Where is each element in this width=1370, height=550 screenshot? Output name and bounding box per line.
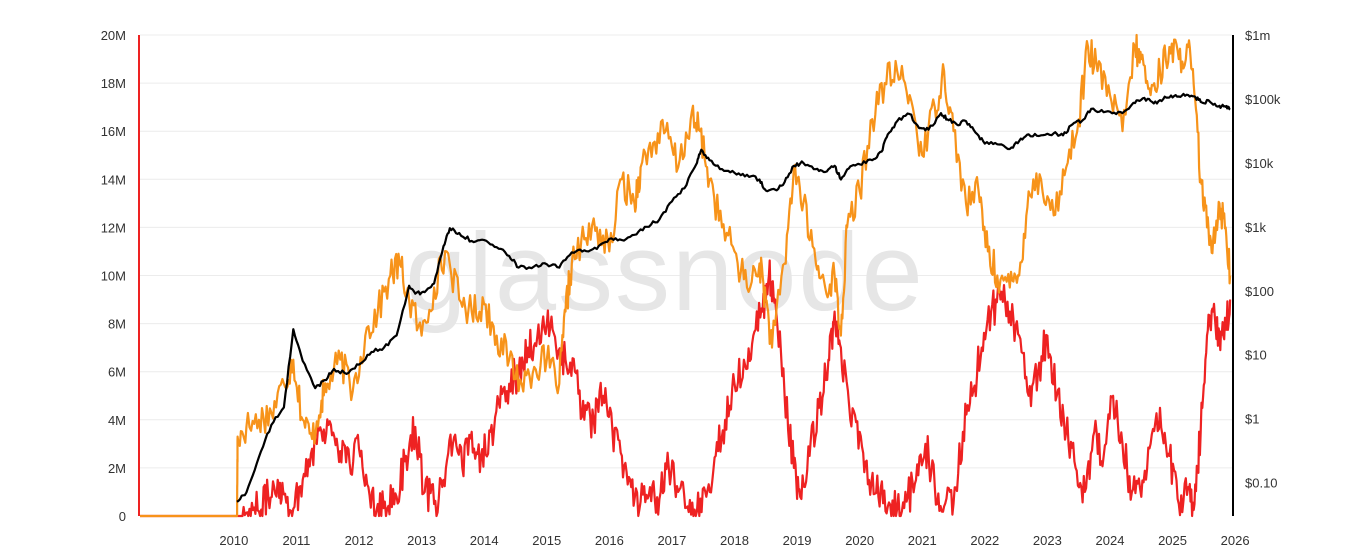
- x-tick-label: 2022: [970, 533, 999, 548]
- watermark: glassnode: [405, 211, 925, 334]
- black-series-line: [236, 92, 1231, 503]
- x-tick-label: 2016: [595, 533, 624, 548]
- gridlines: [140, 34, 1232, 469]
- x-tick-label: 2024: [1096, 533, 1125, 548]
- red-series-line: [140, 259, 1232, 518]
- x-axis-ticks: 2010 2011 2012 2013 2014 2015 2016 2017 2018 2019…: [219, 533, 1249, 548]
- right-tick-label: $1m: [1245, 28, 1270, 43]
- x-tick-label: 2014: [470, 533, 499, 548]
- x-tick-label: 2017: [657, 533, 686, 548]
- left-tick-label: 2M: [108, 461, 126, 476]
- left-tick-label: 4M: [108, 413, 126, 428]
- right-tick-label: $100: [1245, 284, 1274, 299]
- x-tick-label: 2021: [908, 533, 937, 548]
- left-axis-ticks: 0 2M 4M 6M 8M 10M 12M 14M 16M 18M 20M: [101, 28, 126, 524]
- x-tick-label: 2026: [1221, 533, 1250, 548]
- left-tick-label: 14M: [101, 172, 126, 187]
- right-tick-label: $100k: [1245, 92, 1281, 107]
- right-tick-label: $10: [1245, 348, 1267, 363]
- left-tick-label: 6M: [108, 365, 126, 380]
- left-tick-label: 20M: [101, 28, 126, 43]
- x-tick-label: 2012: [345, 533, 374, 548]
- left-tick-label: 16M: [101, 124, 126, 139]
- x-tick-label: 2025: [1158, 533, 1187, 548]
- x-tick-label: 2011: [282, 533, 310, 548]
- left-tick-label: 12M: [101, 220, 126, 235]
- x-tick-label: 2010: [219, 533, 248, 548]
- x-tick-label: 2020: [845, 533, 874, 548]
- x-tick-label: 2019: [783, 533, 812, 548]
- x-tick-label: 2013: [407, 533, 436, 548]
- right-tick-label: $0.10: [1245, 476, 1278, 491]
- left-tick-label: 0: [119, 509, 126, 524]
- x-tick-label: 2023: [1033, 533, 1062, 548]
- left-tick-label: 18M: [101, 76, 126, 91]
- orange-series-line: [140, 33, 1232, 518]
- right-tick-label: $1k: [1245, 220, 1266, 235]
- right-tick-label: $10k: [1245, 156, 1274, 171]
- right-axis-ticks: $0.10 $1 $10 $100 $1k $10k $100k $1m: [1245, 28, 1281, 491]
- right-tick-label: $1: [1245, 412, 1259, 427]
- series-layer: [140, 33, 1232, 518]
- x-tick-label: 2015: [532, 533, 561, 548]
- left-tick-label: 10M: [101, 269, 126, 284]
- left-tick-label: 8M: [108, 317, 126, 332]
- x-tick-label: 2018: [720, 533, 749, 548]
